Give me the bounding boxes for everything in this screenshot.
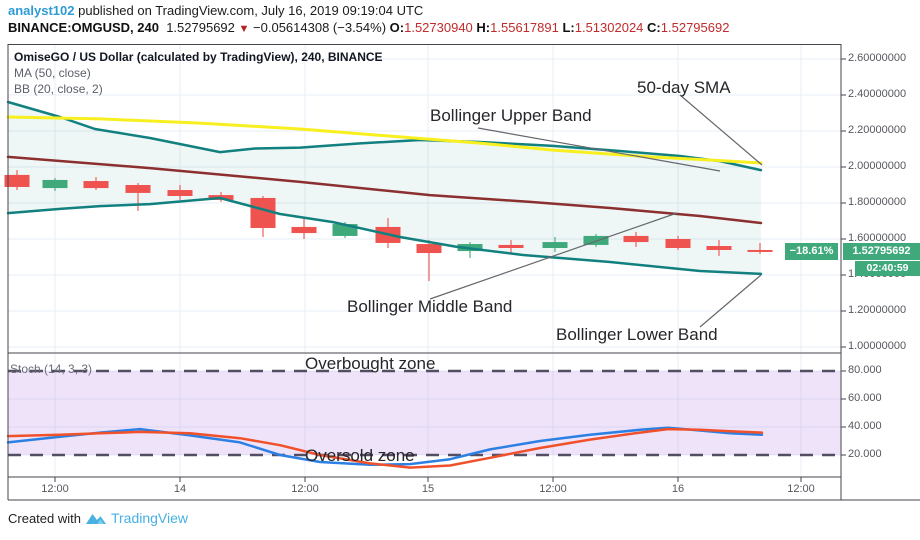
bollinger-band-fill — [8, 102, 761, 274]
stoch-lines — [6, 426, 764, 469]
low-value: 1.51302024 — [574, 20, 644, 35]
ma-legend: MA (50, close) — [14, 66, 91, 80]
annotation-bollinger-lower: Bollinger Lower Band — [556, 325, 718, 344]
price-axis-label: 2.00000000 — [848, 160, 907, 172]
last-price: 1.52795692 — [166, 20, 235, 35]
stoch-zone — [8, 369, 841, 457]
annotation-oversold-zone: Oversold zone — [305, 446, 415, 465]
time-axis-label: 14 — [173, 483, 187, 495]
price-change: −0.05614308 (−3.54%) — [253, 20, 387, 35]
snapshot-byline: analyst102 published on TradingView.com,… — [8, 3, 423, 18]
stoch-axis-label: 80.000 — [848, 364, 882, 376]
created-with-text: Created with — [8, 510, 81, 526]
symbol-label: BINANCE:OMGUSD, 240 — [8, 20, 159, 35]
annotation-pointers — [429, 94, 763, 328]
price-axis-label: 1.20000000 — [848, 304, 907, 316]
high-value: 1.55617891 — [490, 20, 559, 35]
indicator-lines — [6, 100, 763, 276]
bb-legend: BB (20, close, 2) — [14, 82, 103, 96]
time-axis-label: 12:00 — [41, 483, 69, 495]
stoch-axis-label: 20.000 — [848, 448, 882, 460]
close-label: C: — [647, 20, 661, 35]
open-label: O: — [389, 20, 405, 35]
price-axis-label: 1.00000000 — [848, 340, 907, 352]
price-axis-label: 2.20000000 — [848, 124, 907, 136]
stoch-axis-label: 60.000 — [848, 392, 882, 404]
open-value: 1.52730940 — [404, 20, 473, 35]
time-axis-label: 16 — [671, 483, 685, 495]
tradingview-logo-icon[interactable] — [85, 511, 107, 526]
annotation-bollinger-upper: Bollinger Upper Band — [430, 106, 592, 125]
bar-countdown-badge: 02:40:59 — [855, 261, 920, 276]
time-axis-label: 15 — [421, 483, 435, 495]
chart-canvas[interactable] — [0, 44, 920, 505]
low-label: L: — [562, 20, 575, 35]
author-link[interactable]: analyst102 — [8, 3, 75, 18]
annotation-50day-sma: 50-day SMA — [637, 78, 731, 97]
close-value: 1.52795692 — [660, 20, 730, 35]
tradingview-brand-link[interactable]: TradingView — [110, 510, 189, 526]
price-axis-label: 2.40000000 — [848, 88, 907, 100]
footer-attribution: Created with TradingView — [8, 510, 188, 526]
price-axis-label: 2.60000000 — [848, 52, 907, 64]
pane-borders — [7, 44, 920, 501]
percent-change-badge: −18.61% — [785, 243, 838, 260]
stoch-axis-label: 40.000 — [848, 420, 882, 432]
chart-title: OmiseGO / US Dollar (calculated by Tradi… — [14, 50, 383, 64]
last-price-badge: 1.52795692 — [843, 243, 920, 260]
high-label: H: — [476, 20, 491, 35]
candles — [4, 170, 773, 281]
stoch-legend: Stoch (14, 3, 3) — [10, 362, 93, 376]
symbol-ohlc-bar: BINANCE:OMGUSD, 240 1.52795692 ▼ −0.0561… — [8, 20, 729, 35]
price-down-icon: ▼ — [238, 23, 250, 35]
time-axis-label: 12:00 — [787, 483, 815, 495]
annotation-bollinger-middle: Bollinger Middle Band — [347, 297, 513, 316]
time-axis-label: 12:00 — [291, 483, 319, 495]
price-axis-label: 1.60000000 — [848, 232, 907, 244]
annotation-overbought-zone: Overbought zone — [305, 354, 436, 373]
price-axis-label: 1.80000000 — [848, 196, 907, 208]
time-axis-label: 12:00 — [539, 483, 567, 495]
published-text: published on TradingView.com, July 16, 2… — [74, 3, 424, 18]
